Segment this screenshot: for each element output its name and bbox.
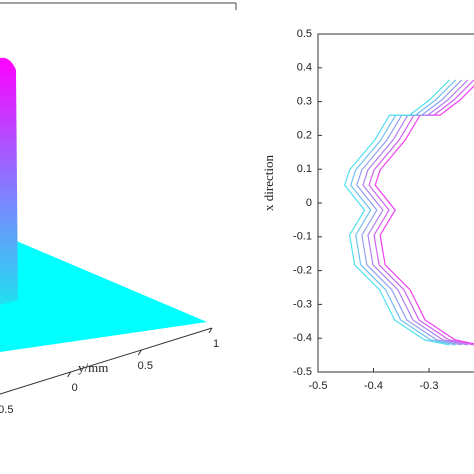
x-tick-label: -0.5 bbox=[309, 380, 328, 392]
y-tick-label: -0.2 bbox=[293, 265, 312, 277]
y-tick-label: -0.3 bbox=[293, 298, 312, 310]
surface-peak bbox=[0, 57, 18, 305]
tick-label: 1 bbox=[213, 338, 219, 350]
y-tick-label: 0.2 bbox=[297, 129, 312, 141]
y-tick-label: 0.4 bbox=[297, 62, 312, 74]
tick-mark bbox=[137, 349, 142, 356]
tick-mark bbox=[208, 327, 213, 334]
axis-label: y/mm bbox=[78, 360, 108, 375]
contour-line bbox=[343, 79, 450, 346]
x-tick-label: -0.3 bbox=[420, 380, 439, 392]
tick-label: -0.5 bbox=[0, 404, 13, 416]
surface-plane bbox=[0, 234, 207, 352]
y-tick-label: 0.3 bbox=[297, 96, 312, 108]
axis-line bbox=[0, 327, 213, 395]
x-tick-label: -0.4 bbox=[364, 380, 383, 392]
y-tick-label: 0.1 bbox=[297, 163, 312, 175]
contour-line bbox=[350, 79, 457, 346]
tick-label: 0.5 bbox=[138, 360, 153, 372]
y-tick-label: 0 bbox=[306, 197, 312, 209]
y-tick-label: -0.1 bbox=[293, 231, 312, 243]
contour-line bbox=[362, 79, 469, 346]
tick-mark bbox=[67, 371, 72, 378]
contour-line bbox=[374, 85, 474, 345]
y-axis-label: x direction bbox=[261, 155, 276, 211]
y-tick-label: -0.4 bbox=[293, 332, 312, 344]
tick-label: 0 bbox=[72, 382, 78, 394]
y-tick-label: -0.5 bbox=[293, 366, 312, 378]
contour-line bbox=[356, 79, 463, 346]
contour-line bbox=[368, 79, 474, 346]
y-tick-label: 0.5 bbox=[297, 28, 312, 40]
